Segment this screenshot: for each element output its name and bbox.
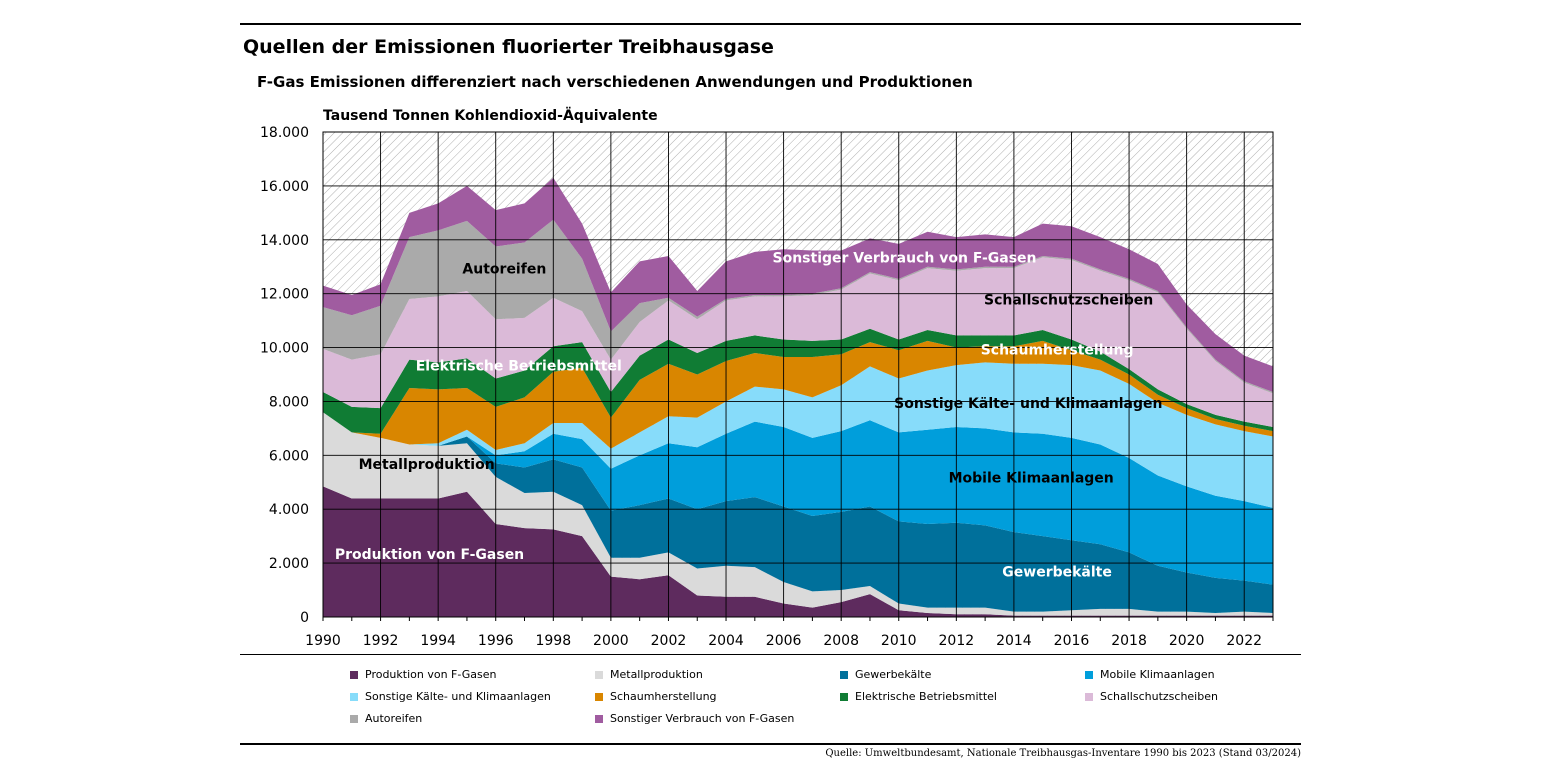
area-series-8 [323, 219, 1273, 394]
legend-label: Schallschutzscheiben [1100, 690, 1218, 703]
area-series-5 [323, 340, 1273, 450]
area-label: Sonstige Kälte- und Klimaanlagen [894, 396, 1162, 412]
x-tick-label: 2000 [593, 633, 629, 649]
x-tick-label: 2014 [996, 633, 1032, 649]
top-rule [240, 23, 1301, 25]
legend-item: Mobile Klimaanlagen [1085, 668, 1215, 682]
legend-label: Schaumherstellung [610, 690, 717, 703]
x-tick-label: 2016 [1054, 633, 1090, 649]
y-tick-label: 18.000 [260, 125, 309, 141]
x-tick-label: 1992 [363, 633, 399, 649]
legend-swatch [350, 671, 358, 679]
y-tick-label: 4.000 [269, 502, 309, 518]
legend-top-rule [240, 654, 1301, 655]
legend-label: Sonstige Kälte- und Klimaanlagen [365, 690, 551, 703]
grid-lines [323, 132, 1273, 617]
legend-item: Gewerbekälte [840, 668, 931, 682]
x-tick-label: 2022 [1226, 633, 1262, 649]
legend-label: Gewerbekälte [855, 668, 932, 681]
bottom-rule [240, 743, 1301, 745]
y-tick-label: 10.000 [260, 341, 309, 357]
x-tick-label: 2012 [939, 633, 975, 649]
plot-frame [322, 131, 1274, 618]
legend-label: Sonstiger Verbrauch von F-Gasen [610, 712, 795, 725]
legend-item: Schaumherstellung [595, 690, 717, 704]
area-label: Sonstiger Verbrauch von F-Gasen [773, 251, 1037, 267]
legend-item: Metallproduktion [595, 668, 703, 682]
legend-item: Autoreifen [350, 712, 422, 726]
legend-item: Produktion von F-Gasen [350, 668, 496, 682]
area-label: Produktion von F-Gasen [335, 547, 524, 563]
legend-label: Autoreifen [365, 712, 423, 725]
area-series-9 [323, 177, 1273, 393]
y-tick-label: 14.000 [260, 233, 309, 249]
source-note: Quelle: Umweltbundesamt, Nationale Treib… [825, 748, 1301, 759]
legend-item: Elektrische Betriebsmittel [840, 690, 997, 704]
area-label: Gewerbekälte [1002, 565, 1112, 581]
legend-swatch [595, 715, 603, 723]
legend-label: Elektrische Betriebsmittel [855, 690, 997, 703]
legend-swatch [595, 693, 603, 701]
x-tick-label: 2004 [708, 633, 744, 649]
legend-item: Schallschutzscheiben [1085, 690, 1218, 704]
area-label: Schaumherstellung [981, 342, 1134, 358]
x-tick-label: 1990 [305, 633, 341, 649]
x-tick-label: 1994 [420, 633, 456, 649]
y-tick-label: 8.000 [269, 394, 309, 410]
area-series-7 [323, 257, 1273, 428]
y-axis-label: Tausend Tonnen Kohlendioxid-Äquivalente [323, 107, 658, 124]
y-axis: 0 2.000 4.000 6.000 8.000 10.000 12.000 14.000 1… [260, 125, 309, 626]
area-label: Metallproduktion [359, 457, 495, 473]
legend-label: Mobile Klimaanlagen [1100, 668, 1215, 681]
legend-swatch [595, 671, 603, 679]
area-label: Schallschutzscheiben [984, 292, 1153, 308]
chart-subtitle: F-Gas Emissionen differenziert nach vers… [257, 73, 973, 91]
area-series-1 [323, 412, 1273, 616]
legend-swatch [840, 671, 848, 679]
legend-swatch [350, 715, 358, 723]
area-label: Mobile Klimaanlagen [949, 470, 1114, 486]
legend-item: Sonstiger Verbrauch von F-Gasen [595, 712, 794, 726]
legend-swatch [350, 693, 358, 701]
area-label: Autoreifen [462, 261, 546, 277]
legend-swatch [1085, 671, 1093, 679]
legend-label: Metallproduktion [610, 668, 703, 681]
x-tick-label: 2020 [1169, 633, 1205, 649]
x-tick-label: 2018 [1111, 633, 1147, 649]
area-series-0 [323, 486, 1273, 617]
area-labels: Produktion von F-Gasen Metallproduktion El… [335, 251, 1163, 581]
x-tick-label: 2002 [651, 633, 687, 649]
x-tick-label: 2006 [766, 633, 802, 649]
x-axis: 1990 1992 1994 1996 1998 2000 2002 2004 2006 2008… [305, 617, 1274, 649]
x-tick-label: 1998 [535, 633, 571, 649]
legend-swatch [840, 693, 848, 701]
area-label: Elektrische Betriebsmittel [416, 358, 622, 374]
x-tick-label: 2008 [823, 633, 859, 649]
y-tick-label: 6.000 [269, 448, 309, 464]
legend-label: Produktion von F-Gasen [365, 668, 497, 681]
y-tick-label: 2.000 [269, 556, 309, 572]
legend-swatch [1085, 693, 1093, 701]
x-tick-label: 1996 [478, 633, 514, 649]
y-tick-label: 12.000 [260, 287, 309, 303]
y-tick-label: 16.000 [260, 179, 309, 195]
legend-item: Sonstige Kälte- und Klimaanlagen [350, 690, 551, 704]
y-tick-label: 0 [300, 610, 309, 626]
chart-title: Quellen der Emissionen fluorierter Treib… [243, 36, 774, 58]
area-series-4 [323, 362, 1273, 508]
x-tick-label: 2010 [881, 633, 917, 649]
area-series-6 [323, 328, 1273, 434]
